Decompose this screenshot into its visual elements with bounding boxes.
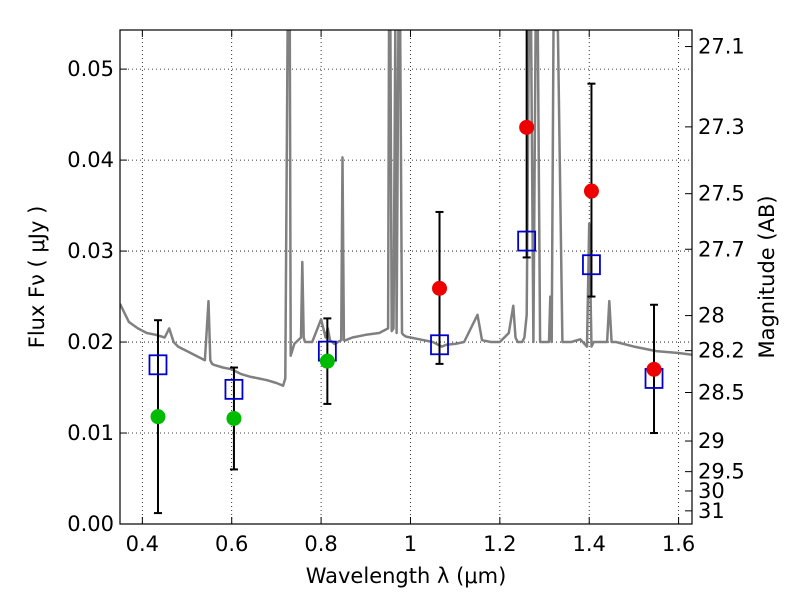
spectrum-layer bbox=[120, 30, 692, 387]
y-tick-label: 0.01 bbox=[67, 421, 114, 445]
plot-frame bbox=[119, 29, 693, 525]
right-tick-label: 28.2 bbox=[698, 339, 745, 363]
measured-flux-point bbox=[583, 183, 599, 199]
x-tick-label: 0.6 bbox=[215, 532, 248, 556]
measured-flux-point bbox=[519, 119, 535, 135]
tick-labels: 0.4 0.6 0.8 1 1.2 1.4 1.6 0.00 0.01 0.02 0.03 0.04 0… bbox=[67, 35, 745, 556]
right-tick-label: 27.1 bbox=[698, 35, 745, 59]
right-tick-label: 31 bbox=[698, 499, 725, 523]
measured-flux-point bbox=[150, 409, 166, 425]
x-tick-label: 1 bbox=[404, 532, 417, 556]
x-axis-label: Wavelength λ (μm) bbox=[306, 564, 507, 588]
model-photometry-point bbox=[148, 354, 168, 376]
right-tick-label: 27.5 bbox=[698, 182, 745, 206]
measured-flux-point bbox=[646, 361, 662, 377]
right-tick-label: 29.5 bbox=[698, 460, 745, 484]
right-tick-label: 29 bbox=[698, 429, 725, 453]
right-tick-label: 27.3 bbox=[698, 115, 745, 139]
x-tick-label: 0.8 bbox=[304, 532, 337, 556]
model-photometry-point bbox=[224, 378, 244, 400]
right-tick-label: 28.5 bbox=[698, 380, 745, 404]
model-photometry-point bbox=[517, 230, 537, 252]
y-tick-label: 0.03 bbox=[67, 239, 114, 263]
x-tick-label: 1.4 bbox=[573, 532, 606, 556]
marker-layer bbox=[150, 119, 662, 426]
spectrum-line bbox=[120, 30, 692, 387]
model-photometry-point bbox=[430, 334, 449, 356]
x-tick-label: 1.2 bbox=[483, 532, 516, 556]
y-tick-label: 0.04 bbox=[67, 148, 114, 172]
y-axis-label: Flux Fν ( μJy ) bbox=[25, 206, 49, 349]
measured-flux-point bbox=[432, 280, 448, 296]
right-tick-label: 27.7 bbox=[698, 237, 745, 261]
y-tick-label: 0.02 bbox=[67, 330, 114, 354]
x-tick-label: 0.4 bbox=[126, 532, 159, 556]
measured-flux-point bbox=[226, 410, 242, 426]
y-tick-label: 0.05 bbox=[67, 57, 114, 81]
ticks bbox=[120, 30, 692, 525]
x-tick-label: 1.6 bbox=[662, 532, 695, 556]
right-axis-label: Magnitude (AB) bbox=[755, 195, 779, 358]
y-tick-label: 0.00 bbox=[67, 512, 114, 536]
measured-flux-point bbox=[319, 353, 335, 369]
model-photometry-point bbox=[582, 254, 601, 276]
right-tick-label: 30 bbox=[698, 479, 725, 503]
right-tick-label: 28 bbox=[698, 304, 725, 328]
